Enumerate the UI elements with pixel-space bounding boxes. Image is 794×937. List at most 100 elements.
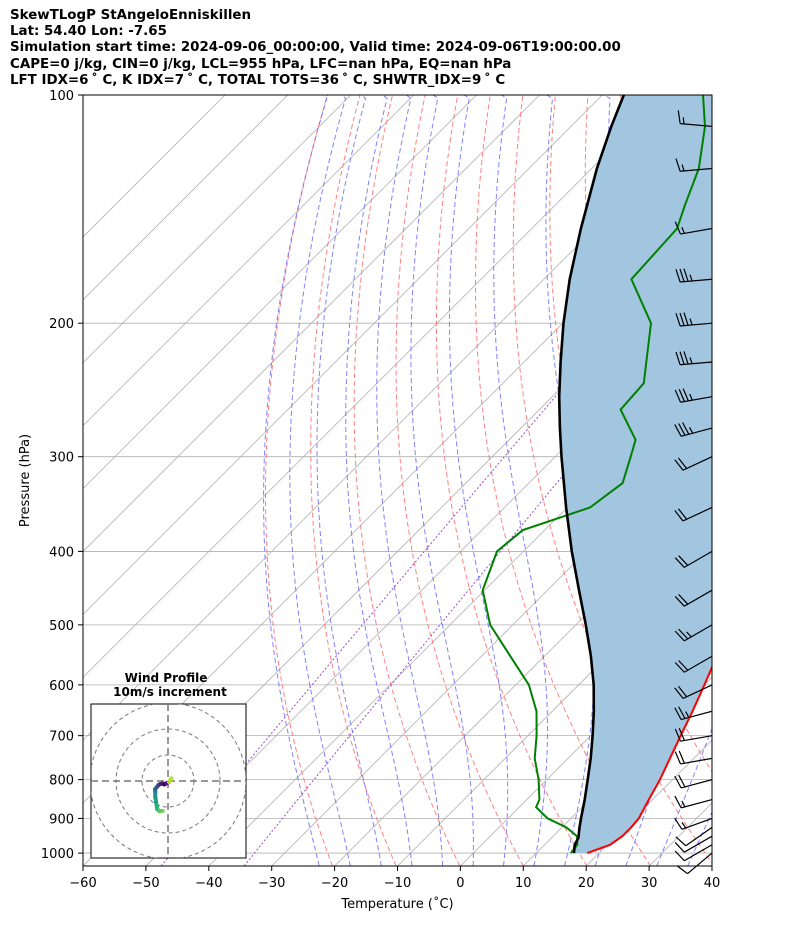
- x-tick-label: −60: [69, 876, 96, 891]
- barb-feather: [682, 388, 689, 402]
- barb-feather: [674, 630, 685, 642]
- barb-staff: [683, 835, 713, 853]
- dry-adiabat: [475, 95, 652, 866]
- y-tick-label: 800: [49, 774, 74, 789]
- isotherm: [83, 95, 352, 364]
- wind-barb: [674, 684, 713, 699]
- wind-barb: [674, 221, 713, 235]
- hodograph-plot: [91, 704, 246, 858]
- barb-staff: [680, 227, 713, 235]
- wind-barb: [674, 388, 713, 403]
- x-tick-label: 0: [456, 876, 464, 891]
- isotherm: [334, 488, 712, 866]
- barb-feather: [674, 687, 684, 699]
- wind-barb: [674, 624, 713, 642]
- barb-half-feather: [689, 357, 693, 364]
- wind-barb: [674, 550, 713, 568]
- barb-feather: [674, 389, 682, 403]
- isotherm: [83, 95, 289, 301]
- barb-feather: [674, 424, 682, 437]
- barb-feather: [677, 508, 688, 520]
- moist-adiabat: [410, 95, 474, 866]
- barb-feather: [674, 596, 685, 607]
- barb-staff: [680, 799, 713, 809]
- wind-barb: [674, 589, 713, 607]
- barb-half-feather: [689, 318, 693, 326]
- barb-staff: [681, 817, 713, 830]
- y-tick-label: 300: [49, 451, 74, 466]
- barb-staff: [682, 506, 713, 522]
- barb-feather: [679, 268, 685, 282]
- barb-feather: [683, 312, 689, 326]
- barb-staff: [680, 757, 713, 765]
- isotherm: [711, 865, 712, 866]
- x-tick-label: 20: [578, 876, 595, 891]
- moist-adiabat: [345, 95, 413, 866]
- barb-feather: [677, 685, 688, 698]
- barb-feather: [674, 817, 683, 830]
- barb-feather: [678, 660, 689, 671]
- barb-feather: [674, 557, 685, 568]
- moist-adiabat: [656, 727, 712, 866]
- barb-feather: [678, 706, 686, 719]
- indices-line: LFT IDX=6 ˚ C, K IDX=7 ˚ C, TOTAL TOTS=3…: [10, 72, 506, 88]
- barb-feather: [674, 795, 682, 809]
- wind-barb: [674, 456, 713, 471]
- x-tick-label: 40: [704, 876, 721, 891]
- barb-feather: [674, 751, 682, 765]
- barb-feather: [674, 662, 685, 673]
- barb-feather: [683, 268, 689, 282]
- wind-barb: [674, 706, 713, 721]
- barb-feather: [674, 707, 682, 720]
- barb-feather: [675, 351, 681, 365]
- y-axis-label: Pressure (hPa): [18, 434, 33, 527]
- wind-barb: [675, 351, 713, 366]
- barb-staff: [680, 322, 713, 327]
- barb-staff: [680, 361, 713, 366]
- barb-feather: [678, 728, 685, 741]
- wind-barb: [677, 110, 713, 127]
- x-axis-label: Temperature (˚C): [340, 896, 453, 912]
- barb-feather: [678, 423, 686, 436]
- chart-header: SkewTLogP StAngeloEnniskillen Lat: 54.40…: [10, 8, 790, 89]
- barb-staff: [680, 735, 713, 742]
- cape-cin-shading: [559, 95, 712, 854]
- y-tick-label: 600: [49, 679, 74, 694]
- barb-feather: [678, 628, 689, 640]
- moist-adiabat: [448, 95, 509, 866]
- barb-staff: [685, 826, 713, 847]
- barb-staff: [680, 278, 713, 283]
- barb-half-feather: [681, 822, 687, 829]
- y-tick-label: 700: [49, 730, 74, 745]
- wind-barb: [674, 774, 713, 789]
- barb-feather: [674, 775, 682, 789]
- barb-feather: [678, 389, 685, 402]
- barb-half-feather: [689, 427, 694, 434]
- barb-half-feather: [682, 117, 685, 125]
- barb-staff: [680, 427, 713, 437]
- barb-feather: [678, 750, 685, 764]
- barb-feather: [683, 351, 689, 365]
- dry-adiabat: [718, 95, 794, 866]
- barb-feather: [678, 594, 689, 605]
- wind-barb: [675, 826, 713, 847]
- hodograph-title: Wind Profile: [125, 671, 208, 685]
- moist-adiabat: [493, 95, 548, 866]
- wind-barb: [674, 655, 713, 673]
- x-tick-label: −30: [258, 876, 285, 891]
- barb-half-feather: [681, 800, 686, 808]
- x-tick-label: −10: [384, 876, 411, 891]
- wind-barb: [674, 750, 713, 765]
- plot-area: [83, 95, 794, 866]
- barb-staff: [683, 589, 713, 607]
- dry-adiabat: [751, 95, 794, 866]
- barb-feather: [678, 555, 689, 566]
- barb-feather: [675, 269, 681, 283]
- y-tick-label: 200: [49, 317, 74, 332]
- dry-adiabat: [436, 95, 588, 866]
- barb-staff: [680, 396, 713, 403]
- dry-adiabat: [395, 95, 524, 866]
- wind-barb: [674, 844, 713, 862]
- moist-adiabat: [263, 95, 328, 866]
